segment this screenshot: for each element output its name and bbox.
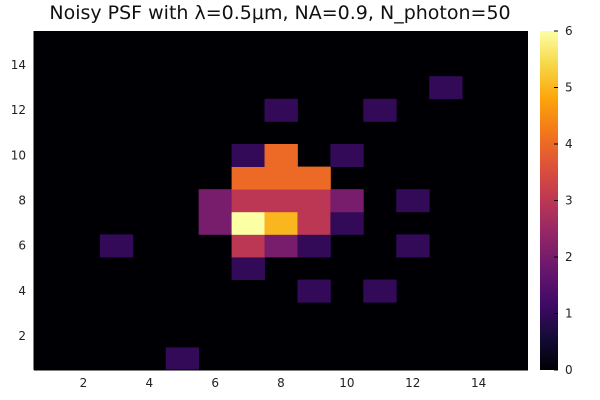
heatmap-cell	[231, 211, 265, 235]
heatmap-cell	[264, 189, 298, 213]
heatmap-cell	[99, 234, 134, 258]
colorbar-tick-label: 6	[565, 24, 573, 38]
chart-title: Noisy PSF with λ=0.5μm, NA=0.9, N_photon…	[49, 2, 510, 24]
x-tick-label: 14	[471, 376, 486, 390]
colorbar-tick-label: 1	[565, 307, 573, 321]
colorbar-tick-label: 0	[565, 363, 573, 377]
y-tick-label: 4	[18, 284, 26, 298]
heatmap-cell	[264, 98, 298, 122]
heatmap-cell	[264, 234, 298, 258]
y-tick-label: 14	[11, 58, 26, 72]
heatmap-cells	[99, 76, 463, 371]
heatmap-cell	[297, 211, 331, 235]
y-tick-label: 10	[11, 148, 26, 162]
y-tick-label: 8	[18, 194, 26, 208]
heatmap-cell	[231, 189, 265, 213]
colorbar-tick-label: 5	[565, 81, 573, 95]
colorbar: 0 1 2 3 4 5 6	[540, 24, 573, 377]
colorbar-tick-label: 2	[565, 250, 573, 264]
x-tick-label: 4	[145, 376, 153, 390]
x-axis: 2 4 6 8 10 12 14	[80, 366, 486, 390]
x-tick-label: 2	[80, 376, 88, 390]
heatmap-cell	[330, 144, 364, 167]
heatmap-cell	[297, 189, 331, 213]
heatmap-cell	[264, 211, 298, 235]
heatmap-cell	[396, 189, 430, 213]
heatmap-cell	[363, 279, 397, 303]
y-tick-label: 2	[18, 329, 26, 343]
heatmap-cell	[396, 234, 430, 258]
heatmap-cell	[363, 98, 397, 122]
colorbar-tick-label: 3	[565, 194, 573, 208]
heatmap-cell	[231, 144, 265, 167]
heatmap-cell	[231, 257, 265, 280]
heatmap-cell	[297, 279, 331, 303]
heatmap-cell	[165, 347, 200, 371]
y-tick-label: 6	[18, 239, 26, 253]
heatmap-cell	[264, 144, 298, 167]
heatmap-cell	[297, 234, 331, 258]
y-axis: 2 4 6 8 10 12 14	[11, 58, 38, 343]
plot-frame	[33, 31, 528, 371]
x-tick-label: 8	[277, 376, 285, 390]
heatmap-cell	[231, 166, 265, 190]
colorbar-gradient	[540, 31, 558, 370]
heatmap-cell	[330, 211, 364, 235]
y-tick-label: 12	[11, 103, 26, 117]
colorbar-tick-label: 4	[565, 137, 573, 151]
heatmap-cell	[429, 76, 463, 100]
heatmap-cell	[198, 211, 232, 235]
x-tick-label: 12	[405, 376, 420, 390]
heatmap-cell	[330, 189, 364, 213]
heatmap-cell	[198, 189, 232, 213]
heatmap-cell	[264, 166, 298, 190]
heatmap-cell	[231, 234, 265, 258]
x-tick-label: 10	[339, 376, 354, 390]
x-tick-label: 6	[211, 376, 219, 390]
heatmap-cell	[297, 166, 331, 190]
